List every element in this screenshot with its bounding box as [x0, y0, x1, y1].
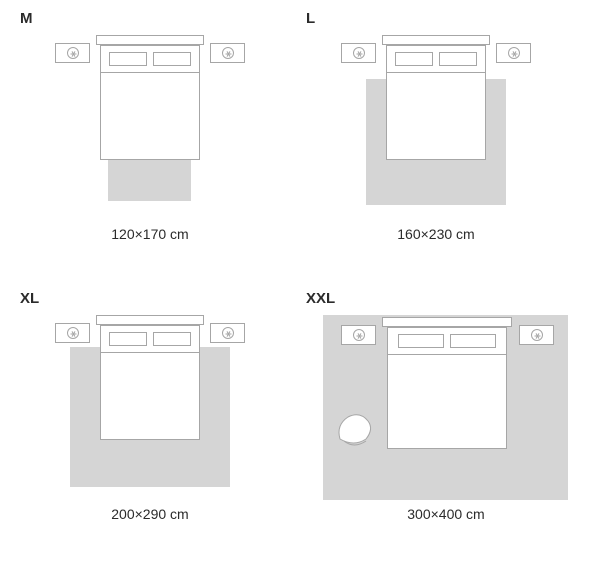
pillow-left: [109, 332, 147, 346]
dimension-xl: 200×290 cm: [20, 506, 280, 522]
chair: [334, 407, 376, 449]
dimension-xxl: 300×400 cm: [306, 506, 586, 522]
scene-xxl: [306, 311, 586, 511]
nightstand-left: [341, 325, 376, 345]
headboard: [96, 315, 204, 325]
pillow-left: [398, 334, 444, 348]
fold-line: [387, 72, 485, 73]
pillow-left: [109, 52, 147, 66]
pillow-left: [395, 52, 433, 66]
panel-xxl: XXL 300×400 cm: [306, 290, 586, 550]
nightstand-right: [519, 325, 554, 345]
headboard: [382, 35, 490, 45]
dimension-l: 160×230 cm: [306, 226, 566, 242]
panel-l: L 160×230 cm: [306, 10, 566, 270]
bed: [387, 327, 507, 449]
pillow-right: [439, 52, 477, 66]
pillow-right: [153, 52, 191, 66]
headboard: [96, 35, 204, 45]
dimension-m: 120×170 cm: [20, 226, 280, 242]
panel-m: M 120×170 cm: [20, 10, 280, 270]
rug-size-guide: M 120×170 cm L: [0, 0, 600, 562]
bed: [100, 45, 200, 160]
nightstand-right: [210, 323, 245, 343]
bed: [386, 45, 486, 160]
pillow-right: [450, 334, 496, 348]
nightstand-right: [496, 43, 531, 63]
nightstand-left: [55, 323, 90, 343]
nightstand-right: [210, 43, 245, 63]
fold-line: [388, 354, 506, 355]
size-label-m: M: [20, 10, 280, 27]
size-label-l: L: [306, 10, 566, 27]
headboard: [382, 317, 512, 327]
nightstand-left: [55, 43, 90, 63]
size-label-xxl: XXL: [306, 290, 586, 307]
scene-xl: [20, 311, 280, 511]
scene-l: [306, 31, 566, 231]
panel-xl: XL 200×290 cm: [20, 290, 280, 550]
nightstand-left: [341, 43, 376, 63]
size-label-xl: XL: [20, 290, 280, 307]
fold-line: [101, 352, 199, 353]
bed: [100, 325, 200, 440]
fold-line: [101, 72, 199, 73]
pillow-right: [153, 332, 191, 346]
scene-m: [20, 31, 280, 231]
